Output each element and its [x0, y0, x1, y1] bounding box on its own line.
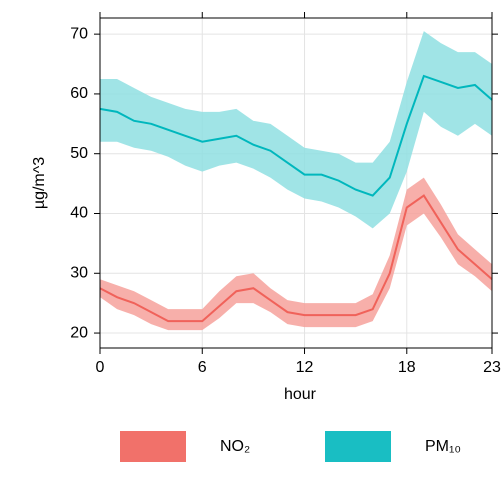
x-tick-label: 12	[296, 359, 314, 376]
x-tick-label: 18	[398, 359, 416, 376]
y-tick-label: 20	[70, 324, 88, 341]
x-tick-label: 0	[96, 359, 105, 376]
legend-label: PM₁₀	[425, 438, 461, 455]
x-axis-label: hour	[284, 386, 317, 403]
series-line	[99, 74, 493, 197]
y-tick-label: 30	[70, 264, 88, 281]
y-tick-label: 40	[70, 205, 88, 222]
y-tick-label: 60	[70, 85, 88, 102]
legend-swatch	[120, 431, 186, 462]
y-tick-label: 70	[70, 25, 88, 42]
x-tick-label: 23	[483, 359, 501, 376]
confidence-band	[100, 177, 492, 331]
x-tick-label: 6	[198, 359, 207, 376]
confidence-band	[100, 31, 492, 229]
y-axis-label: µg/m^3	[31, 157, 48, 209]
y-tick-label: 50	[70, 145, 88, 162]
legend-swatch	[325, 431, 391, 462]
plot-frame	[99, 17, 493, 349]
series-line	[99, 194, 493, 323]
legend-label: NO₂	[220, 438, 250, 455]
